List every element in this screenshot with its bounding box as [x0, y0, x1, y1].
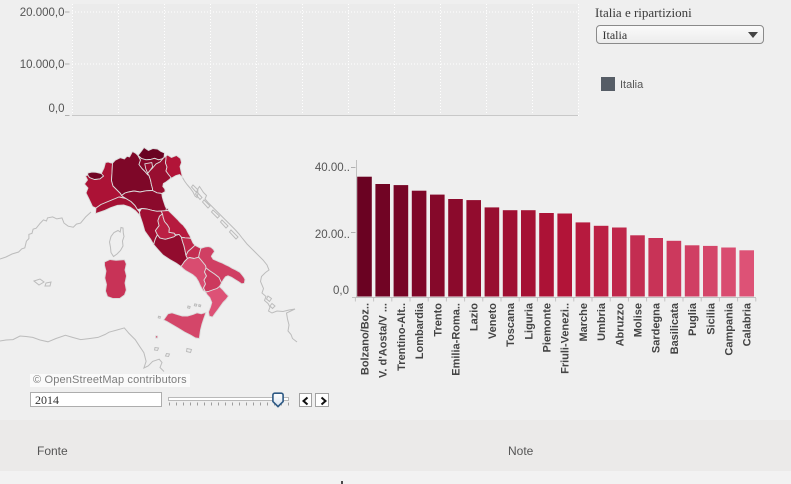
- svg-text:40.00..: 40.00..: [315, 162, 350, 174]
- svg-text:20.00..: 20.00..: [315, 229, 350, 241]
- svg-text:Calabria: Calabria: [742, 302, 754, 346]
- svg-text:Lombardia: Lombardia: [414, 302, 426, 359]
- svg-text:Molise: Molise: [633, 303, 645, 337]
- svg-text:Abruzzo: Abruzzo: [614, 303, 626, 347]
- svg-text:Campania: Campania: [724, 302, 736, 355]
- svg-text:Sicilia: Sicilia: [705, 302, 717, 335]
- svg-text:0,0: 0,0: [49, 103, 65, 115]
- svg-text:Veneto: Veneto: [487, 303, 499, 339]
- svg-text:10.000,0: 10.000,0: [20, 59, 65, 71]
- svg-text:Marche: Marche: [578, 303, 590, 342]
- svg-text:Liguria: Liguria: [523, 302, 535, 340]
- svg-text:Trento: Trento: [432, 303, 444, 337]
- svg-text:Piemonte: Piemonte: [542, 303, 554, 353]
- svg-text:Friuli-Venezi..: Friuli-Venezi..: [560, 303, 572, 374]
- svg-text:Basilicata: Basilicata: [669, 302, 681, 354]
- svg-text:Trentino-Alt..: Trentino-Alt..: [396, 303, 408, 371]
- svg-text:Toscana: Toscana: [505, 302, 517, 347]
- svg-text:Lazio: Lazio: [469, 303, 481, 331]
- svg-text:Sardegna: Sardegna: [651, 302, 663, 353]
- svg-text:Emilia-Roma..: Emilia-Roma..: [451, 303, 463, 376]
- svg-text:Umbria: Umbria: [596, 302, 608, 341]
- svg-text:20.000,0: 20.000,0: [20, 7, 65, 19]
- svg-text:V. d'Aosta/V ...: V. d'Aosta/V ...: [378, 303, 390, 378]
- svg-text:0,0: 0,0: [333, 285, 349, 297]
- svg-text:Bolzano/Boz..: Bolzano/Boz..: [360, 303, 372, 375]
- svg-text:Puglia: Puglia: [687, 302, 699, 336]
